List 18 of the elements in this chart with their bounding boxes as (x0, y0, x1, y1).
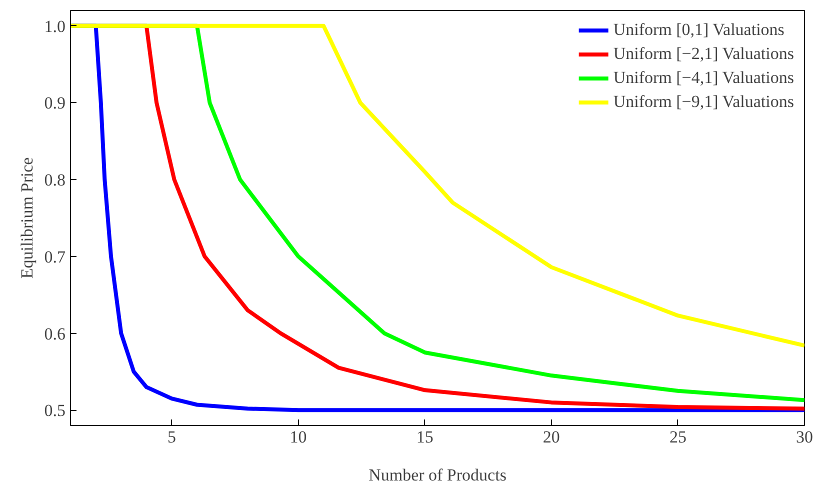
y-tick-label: 1.0 (44, 16, 66, 36)
legend-label: Uniform [−4,1] Valuations (613, 68, 794, 88)
y-tick-label: 0.5 (44, 401, 66, 420)
x-tick-label: 30 (796, 428, 813, 446)
legend-label: Uniform [−9,1] Valuations (613, 92, 794, 112)
y-tick-label: 0.7 (44, 247, 66, 266)
x-tick-label: 25 (669, 428, 686, 446)
legend-label: Uniform [−2,1] Valuations (613, 44, 794, 64)
y-axis-title: Equilibrium Price (17, 157, 36, 279)
y-tick-label: 0.6 (44, 324, 66, 344)
legend-label: Uniform [0,1] Valuations (613, 20, 784, 40)
x-tick-label: 5 (167, 428, 176, 446)
x-tick-label: 10 (290, 428, 307, 446)
y-tick-label: 0.9 (44, 94, 66, 113)
x-axis-title: Number of Products (368, 466, 506, 484)
y-tick-label: 0.8 (44, 170, 66, 190)
x-tick-label: 15 (416, 428, 434, 446)
x-tick-label: 20 (542, 428, 560, 446)
